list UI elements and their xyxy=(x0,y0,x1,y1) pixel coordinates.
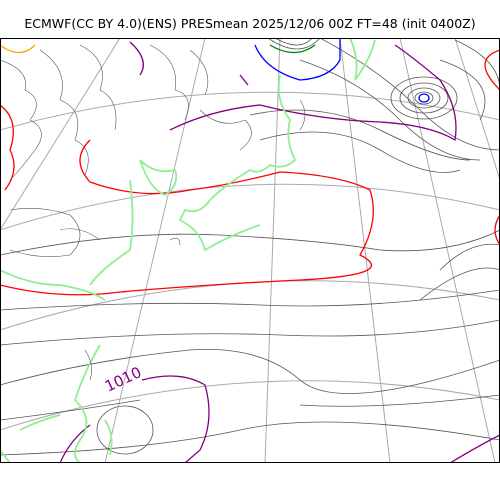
isobar-1025 xyxy=(269,44,316,54)
isobar-1010 xyxy=(0,49,500,296)
map-title: ECMWF(CC BY 4.0)(ENS) PRESmean 2025/12/0… xyxy=(24,16,476,31)
isobars xyxy=(0,38,500,456)
isobar-1020 xyxy=(254,38,430,103)
terrain-contours xyxy=(0,44,306,381)
isobar-high xyxy=(0,44,36,54)
coastline xyxy=(0,38,376,463)
graticule xyxy=(0,38,500,463)
isobar-1015 xyxy=(59,41,500,463)
isobar-label: 1010 xyxy=(102,363,144,395)
